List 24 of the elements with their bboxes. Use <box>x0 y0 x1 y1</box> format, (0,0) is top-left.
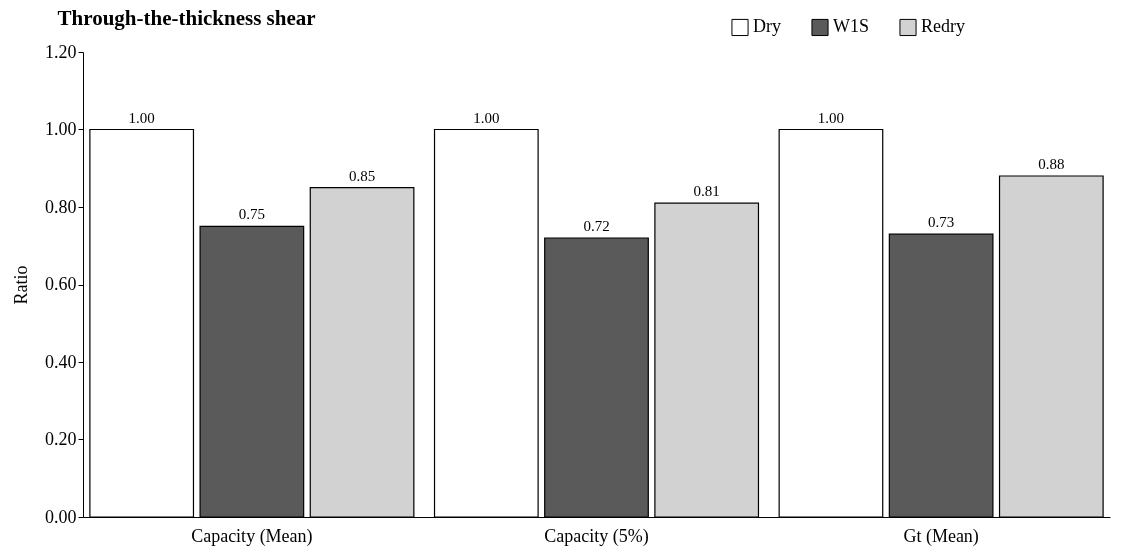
legend-label: Redry <box>921 16 965 37</box>
y-tick-label: 0.80 <box>45 196 77 217</box>
y-tick-label: 0.60 <box>45 274 77 294</box>
legend-label: W1S <box>833 16 869 37</box>
y-tick-label: 1.20 <box>45 41 77 62</box>
x-tick-label: Capacity (Mean) <box>191 525 313 547</box>
data-label: 1.00 <box>473 109 500 126</box>
x-tick-label: Capacity (5%) <box>544 525 649 547</box>
data-label: 0.88 <box>1038 156 1065 172</box>
legend-label: Dry <box>753 16 781 37</box>
y-tick-label: 0.40 <box>45 351 77 372</box>
y-tick-label: 1.00 <box>45 119 77 139</box>
y-tick-label: 0.20 <box>45 429 77 449</box>
data-label: 1.00 <box>128 109 155 126</box>
y-tick-label: 0.00 <box>45 506 77 527</box>
data-label: 0.81 <box>693 183 720 200</box>
data-label: 1.00 <box>817 109 845 126</box>
data-label: 0.73 <box>928 214 955 231</box>
data-label: 0.75 <box>238 206 265 223</box>
chart-title: Through-the-thickness shear <box>57 6 316 30</box>
y-axis-title: Ratio <box>11 265 31 305</box>
data-label: 0.85 <box>348 167 376 184</box>
x-tick-label: Gt (Mean) <box>903 525 979 547</box>
data-label: 0.72 <box>583 218 610 234</box>
